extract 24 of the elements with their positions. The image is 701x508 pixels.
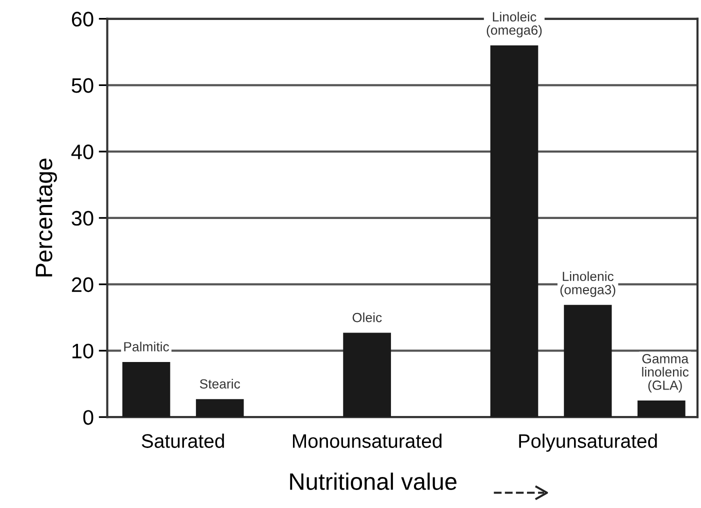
bar [638, 400, 686, 418]
y-tick-label: 50 [72, 78, 94, 93]
x-tick-label: Linoleic (omega6) [486, 12, 542, 38]
x-axis-title: Nutritional value [290, 472, 456, 490]
text: Monounsaturated [292, 434, 442, 448]
y-tick-label: 10 [72, 344, 94, 358]
bar [196, 399, 244, 418]
x-tick-label: Oleic [352, 312, 382, 322]
y-tick-label: 40 [71, 144, 94, 160]
y-tick-label: 20 [72, 277, 94, 292]
text: Polyunsaturated [519, 434, 657, 452]
x-tick-label: Gamma linolenic (GLA) [642, 354, 689, 392]
bar [343, 332, 391, 418]
bar [564, 304, 612, 418]
y-axis-title: Percentage [36, 158, 57, 276]
bar [490, 45, 538, 418]
y-tick-label: 60 [72, 12, 94, 27]
x-tick-label: Stearic [200, 378, 240, 389]
x-tick-label: Linolenic (omega3) [560, 271, 616, 297]
text: Saturated [142, 434, 224, 448]
bar [122, 362, 170, 418]
x-tick-label: Palmitic [124, 342, 170, 352]
y-tick-label: 30 [72, 210, 94, 226]
y-tick-label: 0 [83, 410, 94, 425]
